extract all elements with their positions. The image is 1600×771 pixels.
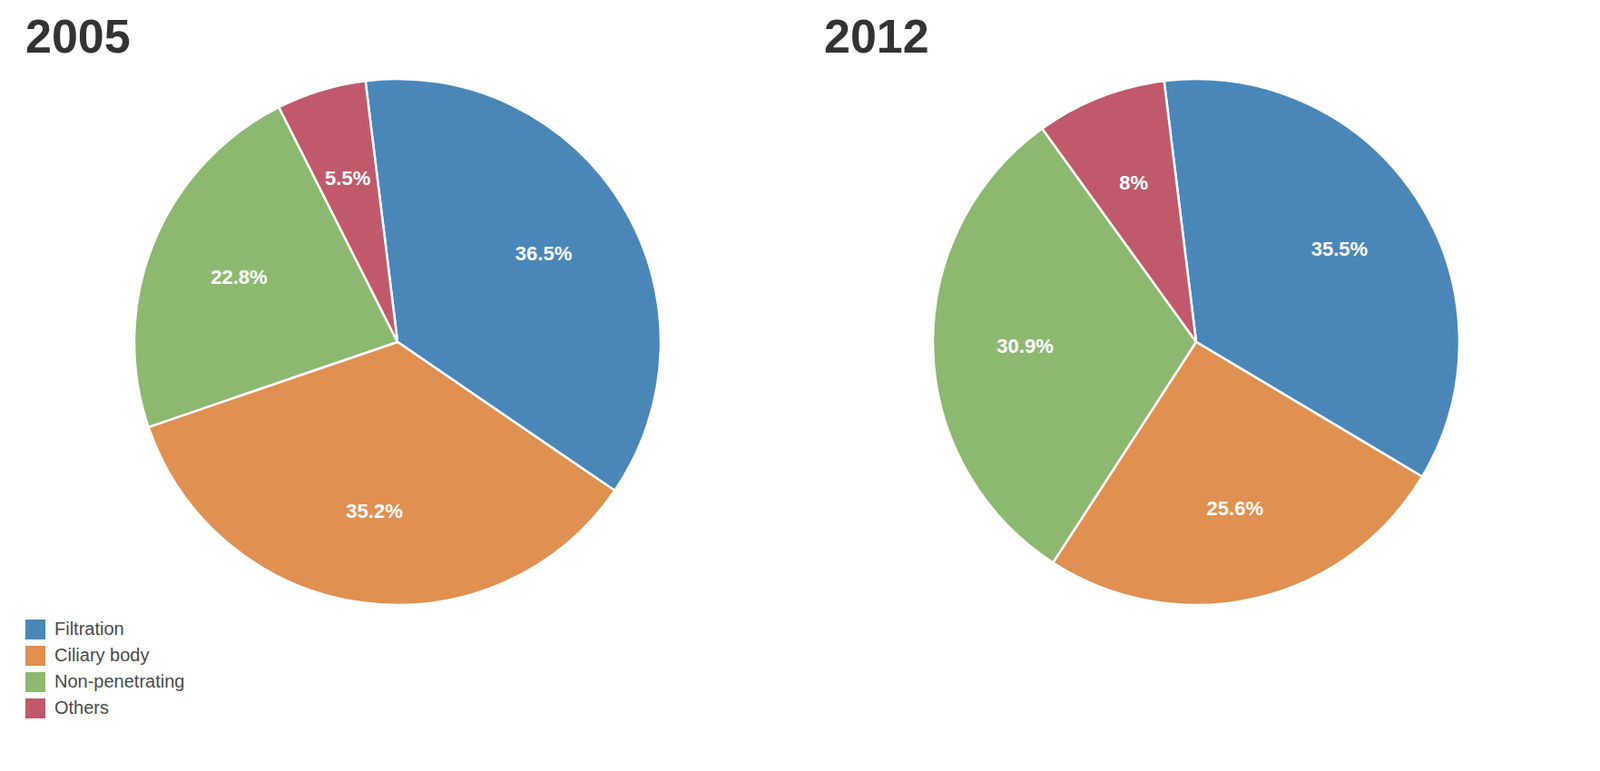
svg-text:5.5%: 5.5% [324,166,371,190]
svg-text:8%: 8% [1119,171,1149,195]
html-text:Filtration: Filtration [54,618,125,639]
svg-text:22.8%: 22.8% [210,265,267,289]
svg-text:30.9%: 30.9% [996,334,1053,358]
svg-text:35.2%: 35.2% [345,500,403,523]
html-text:Ciliary body: Ciliary body [54,645,150,666]
html-text:Non-penetrating: Non-penetrating [54,671,185,692]
html-text:2005: 2005 [25,9,131,63]
svg-text:36.5%: 36.5% [515,242,572,266]
html-text:2012: 2012 [824,9,930,63]
svg-text:25.6%: 25.6% [1207,497,1264,521]
html-text:Others: Others [54,697,109,718]
svg-text:35.5%: 35.5% [1311,237,1368,261]
